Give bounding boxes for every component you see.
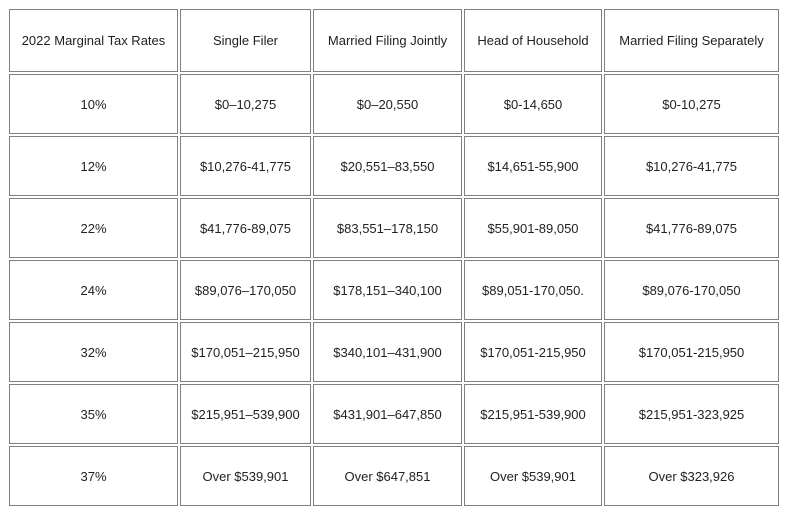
bracket-cell: Over $539,901 [180,446,311,506]
bracket-cell: $55,901-89,050 [464,198,602,258]
bracket-cell: $215,951-323,925 [604,384,779,444]
bracket-cell: $89,076-170,050 [604,260,779,320]
rate-cell: 22% [9,198,178,258]
bracket-cell: $431,901–647,850 [313,384,462,444]
header-cell: Married Filing Separately [604,9,779,72]
header-cell: Married Filing Jointly [313,9,462,72]
rate-cell: 32% [9,322,178,382]
bracket-cell: $170,051-215,950 [464,322,602,382]
bracket-cell: $178,151–340,100 [313,260,462,320]
bracket-cell: $41,776-89,075 [604,198,779,258]
bracket-cell: $170,051–215,950 [180,322,311,382]
rate-cell: 12% [9,136,178,196]
bracket-cell: $10,276-41,775 [180,136,311,196]
bracket-cell: $0-10,275 [604,74,779,134]
bracket-cell: Over $647,851 [313,446,462,506]
bracket-cell: $340,101–431,900 [313,322,462,382]
bracket-cell: Over $539,901 [464,446,602,506]
bracket-cell: $0–20,550 [313,74,462,134]
bracket-cell: $0-14,650 [464,74,602,134]
header-cell: Head of Household [464,9,602,72]
bracket-cell: $83,551–178,150 [313,198,462,258]
bracket-cell: $0–10,275 [180,74,311,134]
bracket-cell: $89,051-170,050. [464,260,602,320]
bracket-cell: $14,651-55,900 [464,136,602,196]
bracket-cell: $20,551–83,550 [313,136,462,196]
bracket-cell: $10,276-41,775 [604,136,779,196]
header-cell: Single Filer [180,9,311,72]
tax-rates-table: 2022 Marginal Tax Rates Single Filer Marri… [9,9,779,506]
bracket-cell: $41,776-89,075 [180,198,311,258]
rate-cell: 37% [9,446,178,506]
rate-cell: 10% [9,74,178,134]
bracket-cell: $215,951–539,900 [180,384,311,444]
rate-cell: 24% [9,260,178,320]
bracket-cell: $89,076–170,050 [180,260,311,320]
bracket-cell: Over $323,926 [604,446,779,506]
bracket-cell: $170,051-215,950 [604,322,779,382]
header-cell: 2022 Marginal Tax Rates [9,9,178,72]
rate-cell: 35% [9,384,178,444]
bracket-cell: $215,951-539,900 [464,384,602,444]
